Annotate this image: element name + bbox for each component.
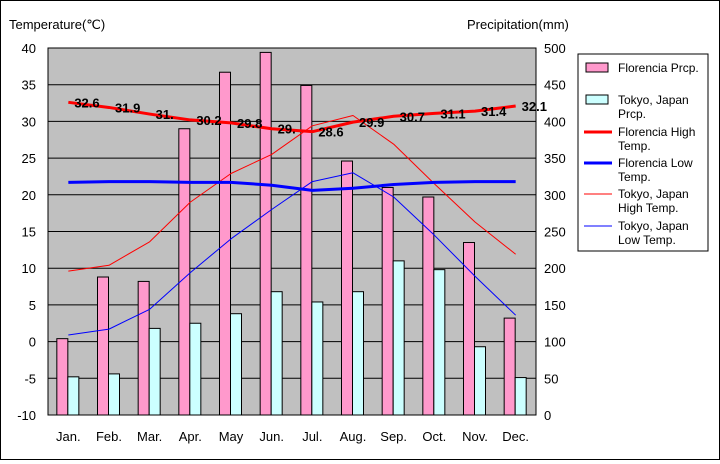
left-tick-label: 25 xyxy=(22,151,36,166)
florencia-precip-bar xyxy=(503,317,516,416)
tokyo-precip-bar xyxy=(352,291,364,416)
florencia-precip-bar xyxy=(463,242,475,416)
temperature-lines xyxy=(68,100,517,336)
florencia-precip-bar xyxy=(178,128,191,416)
left-tick-label: 5 xyxy=(29,298,36,313)
legend-swatch xyxy=(585,94,609,105)
legend-label: High Temp. xyxy=(618,201,678,215)
tokyo-precip-bar xyxy=(148,327,161,416)
left-tick-label: 20 xyxy=(22,188,36,203)
legend-label: Prcp. xyxy=(618,107,646,121)
high-temp-data-label: 32.1 xyxy=(522,99,547,114)
x-tick-label: Jan. xyxy=(56,429,81,444)
high-temp-data-label: 31. xyxy=(156,107,174,122)
tokyo-precip-bar xyxy=(392,260,405,416)
x-tick-label: Jun. xyxy=(259,429,284,444)
gridlines xyxy=(48,84,536,379)
x-tick-label: Mar. xyxy=(137,429,162,444)
left-tick-label: 0 xyxy=(29,335,36,350)
left-tick-label: 40 xyxy=(22,41,36,56)
left-tick-label: 35 xyxy=(22,78,36,93)
right-tick-label: 450 xyxy=(544,78,566,93)
right-axis-title: Precipitation(mm) xyxy=(467,17,569,32)
legend-label: Low Temp. xyxy=(618,233,676,247)
left-tick-label: 30 xyxy=(22,114,36,129)
high-temp-data-label: 28.6 xyxy=(318,125,343,140)
tokyo-high-line xyxy=(68,115,516,272)
left-tick-label: 10 xyxy=(22,261,36,276)
right-tick-label: 350 xyxy=(544,151,566,166)
high-temp-data-label: 31.9 xyxy=(115,100,140,115)
x-tick-label: Sep. xyxy=(380,429,407,444)
x-tick-label: Feb. xyxy=(96,429,122,444)
legend-label: Florencia High xyxy=(618,125,695,139)
legend-box xyxy=(577,53,709,252)
tokyo-precip-bar xyxy=(433,269,446,416)
x-tick-label: May xyxy=(219,429,244,444)
florencia-precip-bar xyxy=(259,51,272,416)
legend-label: Temp. xyxy=(618,139,651,153)
tokyo-precip-bar xyxy=(108,373,120,416)
x-tick-label: Jul. xyxy=(302,429,322,444)
florencia-precip-bar xyxy=(97,276,109,416)
florencia-precip-bar xyxy=(300,84,313,416)
right-tick-label: 150 xyxy=(544,298,566,313)
high-temp-data-label: 29. xyxy=(278,122,296,137)
florencia-precip-bar xyxy=(137,280,150,416)
tokyo-precip-bar xyxy=(514,377,527,416)
left-tick-label: 15 xyxy=(22,225,36,240)
high-temp-data-label: 32.6 xyxy=(74,95,99,110)
data-labels: 32.6 31.9 31. 30.2 29.8 29. 28.6 29.9 30.7 31.1 31… xyxy=(74,95,547,139)
tokyo-precip-bar xyxy=(189,322,202,416)
tokyo-precip-bar xyxy=(270,291,283,416)
right-tick-label: 200 xyxy=(544,261,566,276)
tokyo-low-line xyxy=(68,172,517,336)
legend-label: Florencia Low xyxy=(618,156,693,170)
high-temp-data-label: 29.8 xyxy=(237,116,262,131)
tokyo-precip-bar xyxy=(474,346,486,416)
tokyo-precip-bar xyxy=(311,301,324,416)
florencia-precip-bar xyxy=(341,160,353,416)
high-temp-data-label: 31.1 xyxy=(440,106,465,121)
right-axis-ticks: 0 50 100 150 200 250 300 350 400 450 500 xyxy=(544,41,566,423)
high-temp-data-label: 30.7 xyxy=(400,109,425,124)
legend-label: Tokyo, Japan xyxy=(618,187,689,201)
legend-swatch xyxy=(585,62,609,73)
high-temp-data-label: 29.9 xyxy=(359,115,384,130)
x-tick-label: Oct. xyxy=(422,429,446,444)
left-axis-title: Temperature(℃) xyxy=(9,17,105,32)
right-tick-label: 300 xyxy=(544,188,566,203)
legend-label: Tokyo, Japan xyxy=(618,93,689,107)
legend-label: Florencia Prcp. xyxy=(618,61,699,75)
left-tick-label: -10 xyxy=(17,408,36,423)
tokyo-precip-bar xyxy=(67,376,80,416)
x-tick-label: Apr. xyxy=(179,429,202,444)
legend-label: Temp. xyxy=(618,170,651,184)
left-tick-label: -5 xyxy=(24,371,36,386)
tokyo-precip-bar xyxy=(230,313,242,416)
right-tick-label: 400 xyxy=(544,114,566,129)
florencia-low-line xyxy=(68,180,516,192)
legend: Florencia Prcp.Tokyo, JapanPrcp.Florenci… xyxy=(577,53,709,252)
high-temp-data-label: 31.4 xyxy=(481,104,507,119)
right-tick-label: 50 xyxy=(544,371,558,386)
x-tick-label: Aug. xyxy=(340,429,367,444)
x-axis-ticks: Jan. Feb. Mar. Apr. May Jun. Jul. Aug. Sep. Oct. N… xyxy=(56,429,529,444)
right-tick-label: 250 xyxy=(544,225,566,240)
right-tick-label: 500 xyxy=(544,41,566,56)
florencia-high-line xyxy=(68,100,516,134)
left-axis-ticks: -10 -5 0 5 10 15 20 25 30 35 40 xyxy=(17,41,36,423)
x-tick-label: Dec. xyxy=(502,429,529,444)
legend-label: Tokyo, Japan xyxy=(618,219,689,233)
right-tick-label: 100 xyxy=(544,335,566,350)
florencia-precip-bar xyxy=(56,338,69,416)
florencia-precip-bar xyxy=(381,186,394,416)
high-temp-data-label: 30.2 xyxy=(196,113,221,128)
x-tick-label: Nov. xyxy=(462,429,488,444)
right-tick-label: 0 xyxy=(544,408,551,423)
